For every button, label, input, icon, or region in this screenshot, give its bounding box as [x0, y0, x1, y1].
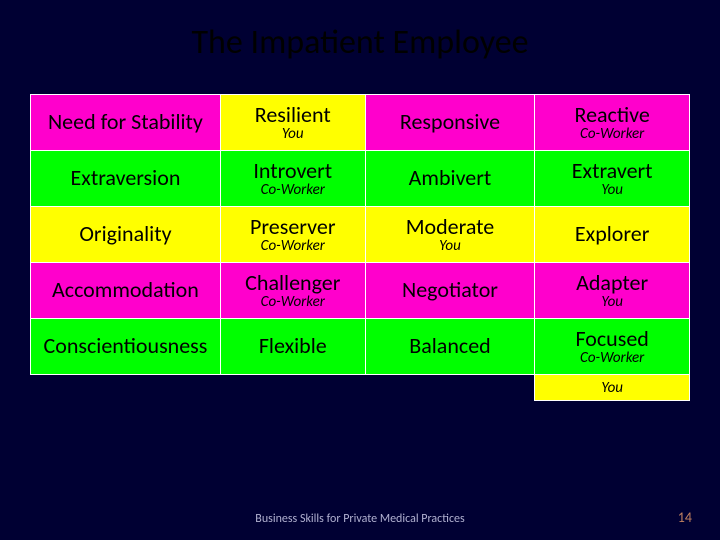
table-cell: Flexible: [220, 319, 365, 375]
cell-main: Balanced: [368, 334, 533, 358]
cell-sub: You: [368, 239, 533, 254]
table-row: AccommodationChallengerCo-WorkerNegotiat…: [31, 263, 690, 319]
cell-sub: You: [223, 127, 363, 142]
cell-main: Challenger: [223, 271, 363, 295]
cell-main: Responsive: [368, 110, 533, 134]
table-cell: AdapterYou: [535, 263, 690, 319]
table-cell: Conscientiousness: [31, 319, 221, 375]
cell-main: Conscientiousness: [33, 334, 218, 358]
cell-main: Reactive: [537, 103, 687, 127]
table-cell: ChallengerCo-Worker: [220, 263, 365, 319]
table-cell: Ambivert: [365, 151, 535, 207]
cell-main: Moderate: [368, 215, 533, 239]
cell-main: Resilient: [223, 103, 363, 127]
slide: The Impatient Employee Need for Stabilit…: [0, 0, 720, 540]
table-row: ConscientiousnessFlexibleBalancedFocused…: [31, 319, 690, 375]
page-number: 14: [678, 509, 692, 526]
trait-table: Need for StabilityResilientYouResponsive…: [30, 94, 690, 401]
table-cell: You: [535, 375, 690, 401]
table-cell: Extraversion: [31, 151, 221, 207]
table-cell: IntrovertCo-Worker: [220, 151, 365, 207]
cell-main: Adapter: [537, 271, 687, 295]
cell-main: Preserver: [223, 215, 363, 239]
cell-main: Focused: [537, 327, 687, 351]
cell-sub: Co-Worker: [223, 239, 363, 254]
slide-title: The Impatient Employee: [0, 22, 720, 63]
table-cell: Explorer: [535, 207, 690, 263]
cell-main: Explorer: [537, 222, 687, 246]
cell-main: Accommodation: [33, 278, 218, 302]
cell-sub: You: [537, 183, 687, 198]
table-row: OriginalityPreserverCo-WorkerModerateYou…: [31, 207, 690, 263]
table-cell: ResilientYou: [220, 95, 365, 151]
table-cell: FocusedCo-Worker: [535, 319, 690, 375]
table-cell: [31, 375, 221, 401]
table-body: Need for StabilityResilientYouResponsive…: [31, 95, 690, 401]
table-cell: [365, 375, 535, 401]
cell-main: Extraversion: [33, 166, 218, 190]
table-cell: ExtravertYou: [535, 151, 690, 207]
table-cell: Balanced: [365, 319, 535, 375]
cell-sub: Co-Worker: [537, 351, 687, 366]
table-cell: Responsive: [365, 95, 535, 151]
cell-main: Originality: [33, 222, 218, 246]
table-cell: Originality: [31, 207, 221, 263]
cell-sub: Co-Worker: [223, 295, 363, 310]
table-cell: Need for Stability: [31, 95, 221, 151]
footer-text: Business Skills for Private Medical Prac…: [0, 512, 720, 526]
table-row-extra: You: [31, 375, 690, 401]
table-cell: Accommodation: [31, 263, 221, 319]
cell-main: Extravert: [537, 159, 687, 183]
table-cell: ReactiveCo-Worker: [535, 95, 690, 151]
cell-main: Need for Stability: [33, 110, 218, 134]
cell-sub: You: [537, 295, 687, 310]
table-cell: Negotiator: [365, 263, 535, 319]
cell-sub: Co-Worker: [223, 183, 363, 198]
table-cell: PreserverCo-Worker: [220, 207, 365, 263]
table-row: Need for StabilityResilientYouResponsive…: [31, 95, 690, 151]
table-row: ExtraversionIntrovertCo-WorkerAmbivertEx…: [31, 151, 690, 207]
cell-main: Introvert: [223, 159, 363, 183]
cell-sub: Co-Worker: [537, 127, 687, 142]
table-cell: ModerateYou: [365, 207, 535, 263]
cell-main: Flexible: [223, 334, 363, 358]
cell-main: Ambivert: [368, 166, 533, 190]
table-cell: [220, 375, 365, 401]
cell-main: Negotiator: [368, 278, 533, 302]
